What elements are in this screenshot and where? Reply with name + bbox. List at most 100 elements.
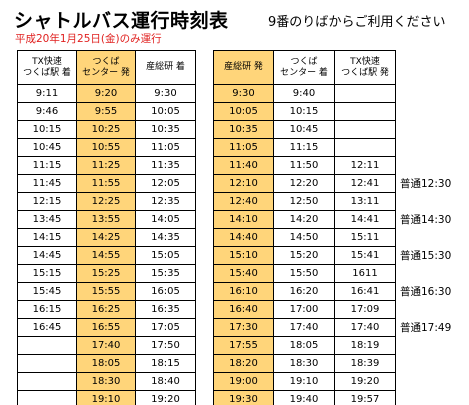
outbound-cell: 18:05 [76,354,136,373]
outbound-row: 9:46 9:55 10:05 [17,102,196,121]
inbound-cell: 11:40 [213,156,274,175]
inbound-cell: 18:30 [273,354,335,373]
inbound-cell: 19:30 [213,390,274,405]
local-train-note: 普通14:30 [400,213,452,226]
header-center-arrive: つくば センター 着 [273,50,335,85]
header-aist-arrive: 産総研 着 [135,50,196,85]
inbound-cell: 12:50 [273,192,335,211]
outbound-cell: 12:35 [135,192,196,211]
outbound-cell: 9:11 [17,84,77,103]
outbound-row: 16:45 16:55 17:05 [17,318,196,337]
outbound-cell: 15:55 [76,282,136,301]
outbound-cell: 15:25 [76,264,136,283]
inbound-cell: 16:40 [213,300,274,319]
inbound-cell: 9:30 [213,84,274,103]
outbound-row: 16:15 16:25 16:35 [17,300,196,319]
inbound-cell: 10:15 [273,102,335,121]
inbound-cell: 15:41 [334,246,396,265]
outbound-cell: 11:25 [76,156,136,175]
inbound-row: 19:00 19:10 19:20 [213,372,396,391]
inbound-row: 10:05 10:15 [213,102,396,121]
inbound-row: 15:40 15:50 1611 [213,264,396,283]
outbound-timetable: TX快速 つくば駅 着 つくば センター 発 産総研 着 9:11 9:20 9:30 9… [17,50,196,405]
inbound-cell: 10:35 [213,120,274,139]
inbound-cell: 12:10 [213,174,274,193]
inbound-cell: 15:20 [273,246,335,265]
boarding-note: 9番のりばからご利用ください [268,15,446,30]
outbound-header-row: TX快速 つくば駅 着 つくば センター 発 産総研 着 [17,50,196,85]
outbound-cell [17,336,77,355]
outbound-row: 18:30 18:40 [17,372,196,391]
header-center-depart: つくば センター 発 [76,50,136,85]
inbound-row: 19:30 19:40 19:57 [213,390,396,405]
local-train-note: 普通15:30 [400,249,452,262]
outbound-cell: 14:25 [76,228,136,247]
outbound-row: 11:45 11:55 12:05 [17,174,196,193]
outbound-cell: 9:46 [17,102,77,121]
outbound-cell: 16:25 [76,300,136,319]
outbound-row: 10:45 10:55 11:05 [17,138,196,157]
inbound-row: 11:05 11:15 [213,138,396,157]
inbound-cell: 13:11 [334,192,396,211]
outbound-cell: 14:05 [135,210,196,229]
outbound-row: 15:15 15:25 15:35 [17,264,196,283]
inbound-row: 16:40 17:00 17:09 [213,300,396,319]
inbound-row: 12:10 12:20 12:41 [213,174,396,193]
outbound-cell: 16:15 [17,300,77,319]
outbound-cell: 12:15 [17,192,77,211]
outbound-cell: 19:10 [76,390,136,405]
inbound-row: 16:10 16:20 16:41 [213,282,396,301]
local-train-note: 普通12:30 [400,177,452,190]
inbound-cell: 16:20 [273,282,335,301]
inbound-cell [334,120,396,139]
inbound-cell [334,102,396,121]
outbound-cell: 17:40 [76,336,136,355]
outbound-cell: 13:55 [76,210,136,229]
inbound-cell: 12:11 [334,156,396,175]
inbound-cell: 17:40 [334,318,396,337]
inbound-header-row: 産総研 発 つくば センター 着 TX快速 つくば駅 発 [213,50,396,85]
outbound-cell: 18:40 [135,372,196,391]
outbound-cell: 9:30 [135,84,196,103]
local-train-note: 普通16:30 [400,285,452,298]
outbound-cell: 14:55 [76,246,136,265]
inbound-cell: 14:40 [213,228,274,247]
inbound-cell: 14:20 [273,210,335,229]
inbound-cell: 10:45 [273,120,335,139]
outbound-cell: 18:30 [76,372,136,391]
inbound-cell: 19:00 [213,372,274,391]
inbound-cell: 17:30 [213,318,274,337]
outbound-cell: 10:15 [17,120,77,139]
inbound-cell: 18:20 [213,354,274,373]
operation-date: 平成20年1月25日(金)のみ運行 [15,33,162,45]
inbound-cell: 18:19 [334,336,396,355]
outbound-cell: 17:50 [135,336,196,355]
inbound-timetable: 産総研 発 つくば センター 着 TX快速 つくば駅 発 9:30 9:40 10:05… [213,50,396,405]
inbound-row: 17:30 17:40 17:40 [213,318,396,337]
outbound-cell: 11:15 [17,156,77,175]
inbound-cell: 12:41 [334,174,396,193]
inbound-row: 12:40 12:50 13:11 [213,192,396,211]
outbound-cell: 12:25 [76,192,136,211]
local-train-note: 普通17:49 [400,321,452,334]
outbound-row: 9:11 9:20 9:30 [17,84,196,103]
outbound-cell: 9:20 [76,84,136,103]
inbound-row: 14:10 14:20 14:41 [213,210,396,229]
outbound-row: 10:15 10:25 10:35 [17,120,196,139]
outbound-row: 14:45 14:55 15:05 [17,246,196,265]
outbound-cell: 18:15 [135,354,196,373]
inbound-cell: 19:10 [273,372,335,391]
outbound-cell: 15:45 [17,282,77,301]
inbound-cell: 15:11 [334,228,396,247]
inbound-cell: 18:39 [334,354,396,373]
inbound-cell: 9:40 [273,84,335,103]
outbound-cell: 10:05 [135,102,196,121]
inbound-row: 17:55 18:05 18:19 [213,336,396,355]
outbound-row: 13:45 13:55 14:05 [17,210,196,229]
inbound-cell: 12:20 [273,174,335,193]
page-title: シャトルバス運行時刻表 [14,10,229,32]
inbound-cell: 11:15 [273,138,335,157]
inbound-row: 18:20 18:30 18:39 [213,354,396,373]
outbound-cell: 15:15 [17,264,77,283]
inbound-cell [334,84,396,103]
